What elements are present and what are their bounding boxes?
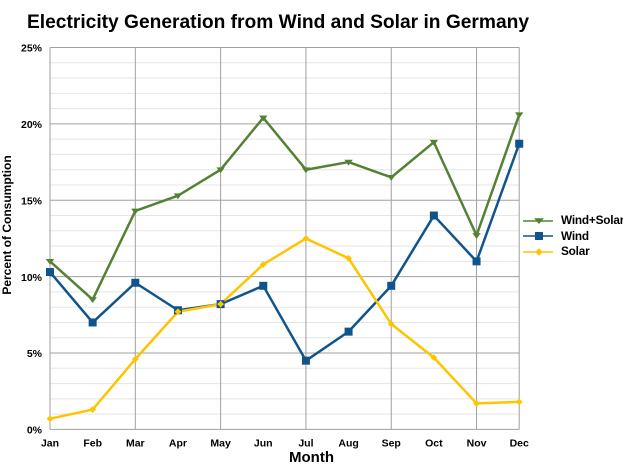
svg-text:Nov: Nov	[467, 437, 487, 449]
svg-text:Jul: Jul	[298, 437, 313, 449]
svg-text:10%: 10%	[21, 272, 43, 284]
svg-text:Mar: Mar	[126, 437, 145, 449]
svg-text:Sep: Sep	[382, 437, 401, 449]
svg-text:Jan: Jan	[41, 437, 59, 449]
svg-text:Feb: Feb	[83, 437, 102, 449]
svg-text:20%: 20%	[21, 119, 43, 131]
svg-text:Jun: Jun	[254, 437, 273, 449]
svg-text:Aug: Aug	[338, 437, 358, 449]
svg-text:0%: 0%	[27, 425, 43, 437]
svg-text:5%: 5%	[27, 348, 43, 360]
svg-text:Oct: Oct	[425, 437, 443, 449]
svg-text:25%: 25%	[21, 43, 43, 55]
svg-text:Dec: Dec	[510, 437, 529, 449]
svg-text:15%: 15%	[21, 196, 43, 208]
svg-text:May: May	[210, 437, 231, 449]
svg-text:Apr: Apr	[169, 437, 187, 449]
